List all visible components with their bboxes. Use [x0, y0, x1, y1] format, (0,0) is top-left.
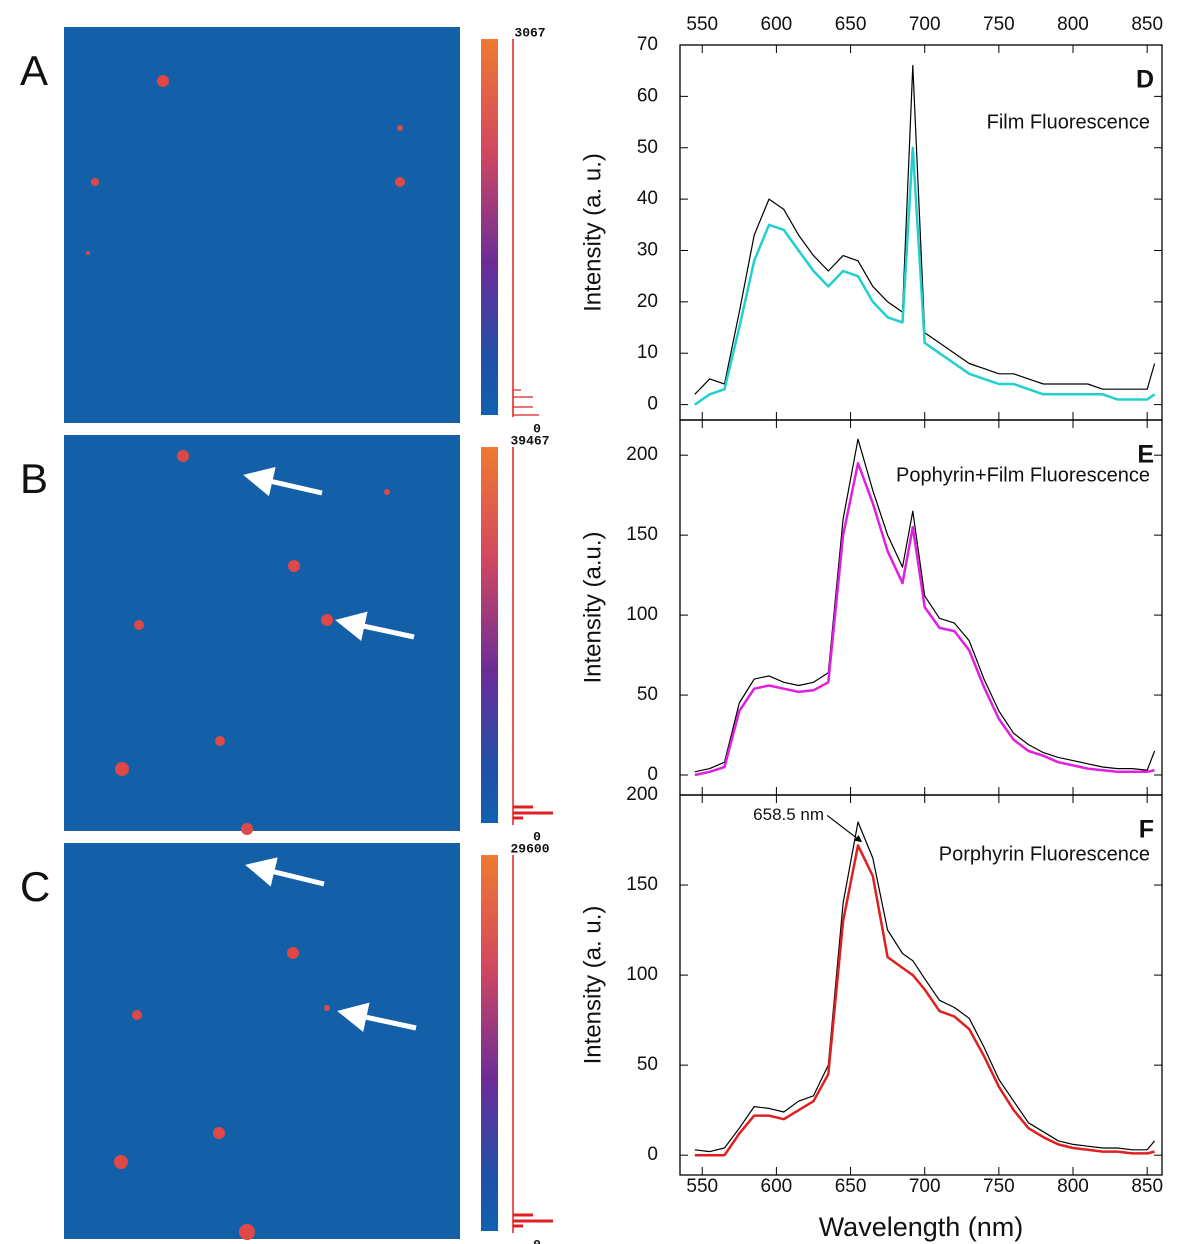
y-tick-label: 50: [637, 137, 658, 158]
colorbar-max: 3067: [514, 25, 545, 40]
plot-frame: [679, 44, 1163, 421]
arrow: [243, 466, 323, 497]
annotation: Film Fluorescence: [987, 111, 1150, 133]
spot: [134, 620, 144, 630]
panel-label: C: [20, 863, 50, 910]
spot: [324, 1005, 330, 1011]
x-tick-label: 550: [686, 1176, 718, 1197]
y-tick-label: 150: [626, 874, 658, 895]
panel-label: D: [1136, 66, 1154, 94]
colorbar: [481, 447, 498, 823]
x-tick-label: 750: [983, 1176, 1015, 1197]
spectrum-line: [694, 146, 1156, 406]
spot: [213, 1127, 225, 1139]
y-tick-label: 30: [637, 239, 658, 260]
spot: [114, 1155, 128, 1169]
y-tick-label: 100: [626, 604, 658, 625]
annotation: Pophyrin+Film Fluorescence: [896, 464, 1150, 486]
y-tick-label: 100: [626, 964, 658, 985]
y-tick-label: 200: [626, 784, 658, 805]
x-tick-label: 600: [761, 1176, 793, 1197]
y-tick-label: 0: [647, 394, 658, 415]
arrow: [245, 857, 325, 887]
spot: [115, 762, 129, 776]
y-tick-label: 0: [647, 1144, 658, 1165]
spot: [132, 1010, 142, 1020]
y-tick-label: 0: [647, 764, 658, 785]
image: [64, 27, 460, 423]
spot: [287, 947, 299, 959]
panel-label: A: [20, 47, 48, 94]
spot: [91, 178, 99, 186]
spot: [395, 177, 405, 187]
plot-frame: [679, 794, 1163, 1176]
colorbar: [481, 855, 498, 1231]
spot: [288, 560, 300, 572]
x-tick-label: 700: [909, 14, 941, 35]
spot: [384, 489, 390, 495]
x-tick-label: 650: [835, 1176, 867, 1197]
spot: [157, 75, 169, 87]
arrow: [335, 611, 415, 641]
colorbar-min: 0: [533, 421, 541, 436]
spectrum-line: [694, 821, 1156, 1153]
spot: [241, 823, 253, 835]
spot: [239, 1224, 255, 1240]
spot: [177, 450, 189, 462]
x-tick-label: 800: [1057, 14, 1089, 35]
peak-label: 658.5 nm: [753, 805, 824, 824]
y-tick-label: 200: [626, 444, 658, 465]
spot: [215, 736, 225, 746]
spot: [397, 125, 403, 131]
y-axis-label: Intensity (a.u.): [579, 531, 606, 683]
image: [64, 843, 460, 1239]
y-tick-label: 40: [637, 188, 658, 209]
y-tick-label: 50: [637, 684, 658, 705]
x-axis-label: Wavelength (nm): [819, 1212, 1024, 1242]
y-tick-label: 50: [637, 1054, 658, 1075]
panel-label: B: [20, 455, 48, 502]
x-tick-label: 550: [686, 14, 718, 35]
y-axis-label: Intensity (a. u.): [579, 906, 606, 1065]
spot: [321, 614, 333, 626]
colorbar-max: 29600: [510, 841, 549, 856]
x-tick-label: 850: [1131, 14, 1163, 35]
x-tick-label: 650: [835, 14, 867, 35]
arrow: [337, 1002, 417, 1032]
y-axis-label: Intensity (a. u.): [579, 153, 606, 312]
y-tick-label: 20: [637, 291, 658, 312]
y-tick-label: 150: [626, 524, 658, 545]
x-tick-label: 700: [909, 1176, 941, 1197]
panel-label: F: [1139, 816, 1154, 844]
x-tick-label: 600: [761, 14, 793, 35]
colorbar-max: 39467: [510, 433, 549, 448]
panel-label: E: [1137, 441, 1154, 469]
peak-arrow: [826, 814, 863, 843]
spectrum-line: [694, 844, 1155, 1157]
spectrum-line: [694, 438, 1156, 773]
y-tick-label: 70: [637, 34, 658, 55]
y-tick-label: 10: [637, 342, 658, 363]
colorbar-min: 0: [533, 829, 541, 844]
y-tick-label: 60: [637, 85, 658, 106]
x-tick-label: 850: [1131, 1176, 1163, 1197]
colorbar: [481, 39, 498, 415]
spectrum-line: [694, 461, 1155, 777]
annotation: Porphyrin Fluorescence: [939, 843, 1150, 865]
x-tick-label: 750: [983, 14, 1015, 35]
x-tick-label: 800: [1057, 1176, 1089, 1197]
spot: [86, 251, 90, 255]
colorbar-min: 0: [533, 1237, 541, 1244]
